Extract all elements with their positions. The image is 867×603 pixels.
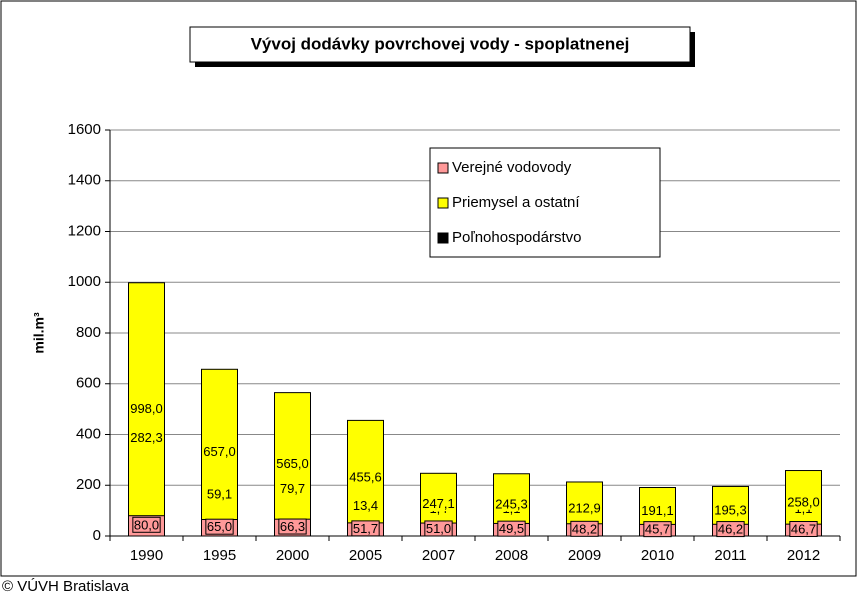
y-tick-label: 1600 bbox=[68, 121, 101, 138]
data-label-text: 46,2 bbox=[718, 522, 743, 537]
data-label: 212,9 bbox=[567, 500, 602, 515]
data-label-text: 282,3 bbox=[130, 430, 163, 445]
data-label-text: 247,1 bbox=[422, 496, 455, 511]
x-tick-label: 2012 bbox=[787, 547, 820, 564]
chart-title: Vývoj dodávky povrchovej vody - spoplatn… bbox=[251, 34, 630, 53]
data-label-text: 51,0 bbox=[426, 521, 451, 536]
data-label: 80,0 bbox=[133, 517, 160, 532]
x-tick-label: 1995 bbox=[203, 547, 236, 564]
data-label-text: 59,1 bbox=[207, 486, 232, 501]
data-label: 998,0 bbox=[129, 401, 164, 416]
data-label-text: 455,6 bbox=[349, 470, 382, 485]
y-tick-label: 1000 bbox=[68, 273, 101, 290]
x-tick-label: 2008 bbox=[495, 547, 528, 564]
data-label: 247,1 bbox=[421, 496, 456, 511]
data-label: 46,2 bbox=[717, 522, 744, 537]
data-label-text: 212,9 bbox=[568, 500, 601, 515]
data-label-text: 195,3 bbox=[714, 503, 747, 518]
x-tick-label: 1990 bbox=[130, 547, 163, 564]
data-label-text: 51,7 bbox=[353, 521, 378, 536]
data-label-text: 48,2 bbox=[572, 521, 597, 536]
y-tick-label: 0 bbox=[93, 527, 101, 544]
data-label: 51,0 bbox=[425, 521, 452, 536]
data-label-text: 49,5 bbox=[499, 521, 524, 536]
footer: © VÚVH Bratislava bbox=[2, 578, 130, 595]
data-label: 66,3 bbox=[279, 519, 306, 534]
data-label: 49,5 bbox=[498, 521, 525, 536]
legend-label: Priemysel a ostatní bbox=[452, 194, 580, 211]
y-tick-label: 400 bbox=[76, 425, 101, 442]
y-tick-label: 600 bbox=[76, 375, 101, 392]
data-label: 59,1 bbox=[206, 486, 233, 501]
x-tick-label: 2005 bbox=[349, 547, 382, 564]
data-label: 13,4 bbox=[352, 498, 379, 513]
data-label: 65,0 bbox=[206, 519, 233, 534]
data-label-text: 191,1 bbox=[641, 503, 674, 518]
legend-label: Verejné vodovody bbox=[452, 159, 572, 176]
data-label-text: 13,4 bbox=[353, 498, 378, 513]
data-label-text: 66,3 bbox=[280, 519, 305, 534]
data-label-text: 998,0 bbox=[130, 401, 163, 416]
data-label: 48,2 bbox=[571, 521, 598, 536]
data-label: 46,7 bbox=[790, 522, 817, 537]
data-label: 195,3 bbox=[713, 503, 748, 518]
data-label: 45,7 bbox=[644, 522, 671, 537]
data-label: 51,7 bbox=[352, 521, 379, 536]
y-tick-label: 200 bbox=[76, 476, 101, 493]
legend-swatch bbox=[438, 163, 448, 173]
data-label-text: 45,7 bbox=[645, 522, 670, 537]
data-label-text: 80,0 bbox=[134, 517, 159, 532]
y-tick-label: 800 bbox=[76, 324, 101, 341]
y-axis-label: mil.m³ bbox=[31, 312, 47, 354]
data-label-text: 46,7 bbox=[791, 522, 816, 537]
data-label: 455,6 bbox=[348, 470, 383, 485]
data-label-text: 65,0 bbox=[207, 519, 232, 534]
legend-label: Poľnohospodárstvo bbox=[452, 229, 581, 246]
y-tick-label: 1400 bbox=[68, 172, 101, 189]
y-tick-label: 1200 bbox=[68, 222, 101, 239]
data-label-text: 657,0 bbox=[203, 444, 236, 459]
x-tick-label: 2009 bbox=[568, 547, 601, 564]
data-label: 565,0 bbox=[275, 456, 310, 471]
data-label: 245,3 bbox=[494, 496, 529, 511]
data-label-text: 258,0 bbox=[787, 495, 820, 510]
x-tick-label: 2000 bbox=[276, 547, 309, 564]
legend-swatch bbox=[438, 233, 448, 243]
data-label: 258,0 bbox=[786, 495, 821, 510]
data-label: 657,0 bbox=[202, 444, 237, 459]
data-label: 282,3 bbox=[129, 430, 164, 445]
x-tick-label: 2007 bbox=[422, 547, 455, 564]
legend-swatch bbox=[438, 198, 448, 208]
data-label-text: 565,0 bbox=[276, 456, 309, 471]
x-tick-label: 2010 bbox=[641, 547, 674, 564]
data-label: 191,1 bbox=[640, 503, 675, 518]
data-label-text: 245,3 bbox=[495, 496, 528, 511]
data-label: 79,7 bbox=[279, 481, 306, 496]
x-tick-label: 2011 bbox=[714, 547, 746, 564]
data-label-text: 79,7 bbox=[280, 481, 305, 496]
